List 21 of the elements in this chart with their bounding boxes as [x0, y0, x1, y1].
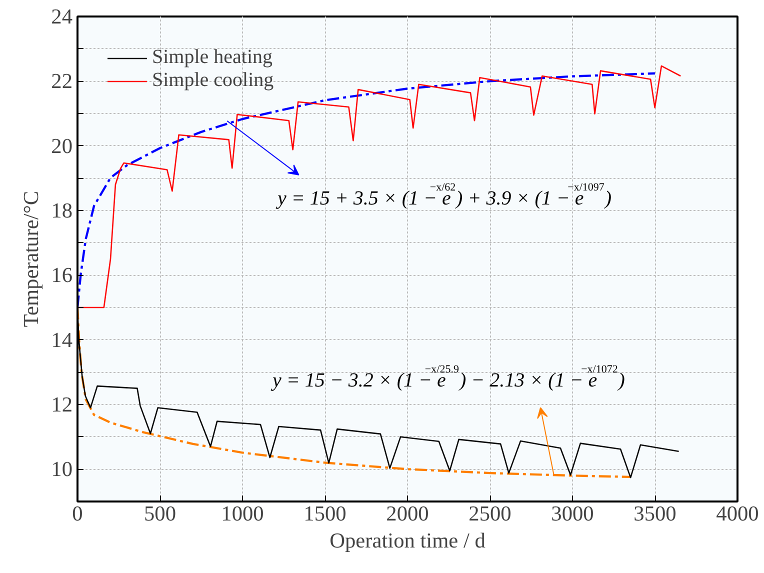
y-tick-label: 20 — [51, 134, 72, 158]
x-tick-label: 1000 — [221, 502, 264, 526]
x-tick-label: 3000 — [551, 502, 594, 526]
legend-label: Simple heating — [152, 46, 273, 69]
y-tick-label: 22 — [51, 69, 72, 94]
x-tick-label: 4000 — [716, 502, 759, 526]
x-tick-label: 2500 — [468, 502, 512, 526]
x-tick-label: 2000 — [386, 502, 429, 526]
x-tick-label: 500 — [144, 502, 176, 526]
x-tick-label: 0 — [72, 502, 83, 526]
x-axis-title: Operation time / d — [330, 528, 486, 552]
y-tick-label: 12 — [51, 392, 72, 416]
y-axis-title: Temperature/°C — [19, 190, 44, 328]
y-tick-label: 24 — [51, 4, 73, 28]
y-tick-label: 18 — [51, 198, 72, 222]
y-tick-label: 14 — [51, 328, 73, 352]
y-tick-label: 16 — [51, 263, 73, 288]
legend-label: Simple cooling — [152, 69, 274, 92]
x-tick-label: 1500 — [304, 502, 346, 526]
x-tick-label: 3500 — [634, 502, 676, 526]
y-tick-label: 10 — [51, 457, 72, 482]
